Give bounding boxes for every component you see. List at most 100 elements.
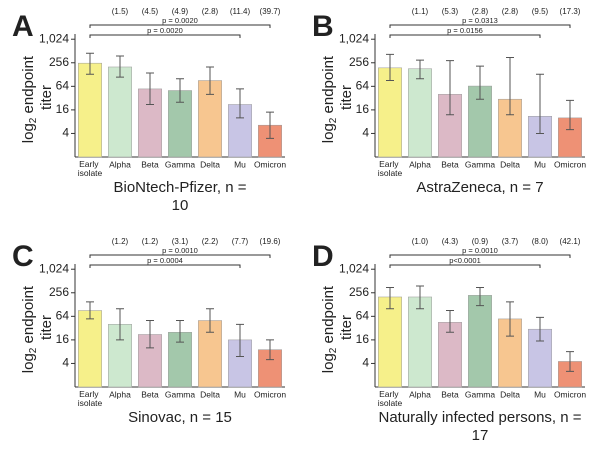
x-tick-label: Alpha [409,159,431,169]
fold-label: (2.8) [202,7,219,16]
bracket [89,254,271,258]
y-tick-label: 1,024 [339,31,369,45]
error-bar [476,286,484,307]
y-tick-label: 16 [356,102,370,116]
error-bar [506,56,514,116]
x-tick-label: Mu [234,159,246,169]
fold-label: (4.3) [442,237,459,246]
fold-label: (5.3) [442,7,459,16]
y-tick-label: 256 [349,285,369,299]
y-axis-label: log2 endpoint titer [320,52,355,143]
x-tick-label: Delta [500,389,520,399]
y-axis-label: log2 endpoint titer [320,282,355,373]
fold-label: (2.2) [202,237,219,246]
fold-label: (39.7) [260,7,281,16]
panel-letter: D [312,240,334,273]
error-bar [146,320,154,349]
bracket [89,24,271,28]
fold-label: (3.7) [502,237,519,246]
error-bar [236,88,244,119]
y-tick-label: 1,024 [39,31,69,45]
y-tick-label: 1,024 [39,261,69,275]
x-tick-label: Omicron [254,159,286,169]
panel-letter: B [312,10,334,43]
error-bar [86,301,94,320]
x-tick-label: Omicron [554,389,586,399]
error-bar [506,301,514,337]
x-tick-label: Alpha [109,389,131,399]
error-bar [566,351,574,372]
p-value: p = 0.0020 [162,16,198,25]
bar [378,296,402,388]
fold-label: (9.5) [532,7,549,16]
fold-label: (1.1) [412,7,429,16]
bracket [389,24,571,28]
y-axis-label: log2 endpoint titer [20,282,55,373]
error-bar [536,316,544,342]
p-value: p<0.0001 [449,256,481,265]
x-tick-label: Mu [234,389,246,399]
error-bar [176,320,184,343]
error-bar [116,55,124,78]
y-tick-label: 256 [49,285,69,299]
x-tick-label: Beta [441,389,459,399]
p-value: p = 0.0010 [462,246,498,255]
panel-title: BioNtech-Pfizer, n = 10 [113,179,247,214]
fold-label: (1.2) [142,237,159,246]
bracket [89,264,241,268]
error-bar [386,53,394,82]
y-tick-label: 4 [362,356,369,370]
panel-letter: C [12,240,34,273]
error-bar [416,285,424,310]
y-tick-label: 64 [56,309,70,323]
fold-label: (42.1) [560,237,581,246]
error-bar [536,73,544,134]
fold-label: (1.5) [112,7,129,16]
bar [378,67,402,158]
x-tick-label: Beta [141,159,159,169]
y-tick-label: 16 [56,332,70,346]
x-tick-label: Delta [500,159,520,169]
y-tick-label: 16 [356,332,370,346]
panel-title: AstraZeneca, n = 7 [416,179,544,196]
x-tick-label: Early isolate [378,159,403,178]
x-tick-label: Early isolate [78,159,103,178]
y-tick-label: 64 [356,309,370,323]
fold-label: (7.7) [232,237,249,246]
x-tick-label: Gamma [165,159,196,169]
error-bar [416,59,424,80]
fold-label: (4.9) [172,7,189,16]
fold-label: (17.3) [560,7,581,16]
y-tick-label: 4 [362,126,369,140]
x-tick-label: Beta [441,159,459,169]
bar [108,66,132,158]
y-tick-label: 64 [356,79,370,93]
y-tick-label: 256 [49,55,69,69]
error-bar [86,52,94,75]
fold-label: (11.4) [230,7,251,16]
x-tick-label: Delta [200,389,220,399]
bar [78,310,102,388]
fold-label: (0.9) [472,237,489,246]
x-tick-label: Beta [141,389,159,399]
bracket [389,254,571,258]
error-bar [176,78,184,103]
error-bar [476,65,484,100]
fold-label: (19.6) [260,237,281,246]
panel-letter: A [12,10,34,43]
y-tick-label: 16 [56,102,70,116]
p-value: p = 0.0010 [162,246,198,255]
x-tick-label: Mu [534,159,546,169]
x-tick-label: Mu [534,389,546,399]
error-bar [446,60,454,116]
fold-label: (2.8) [472,7,489,16]
p-value: p = 0.0020 [147,26,183,35]
error-bar [446,310,454,333]
error-bar [146,72,154,105]
x-tick-label: Alpha [109,159,131,169]
y-axis-label: log2 endpoint titer [20,52,55,143]
bar [408,296,432,388]
bracket [89,34,241,38]
